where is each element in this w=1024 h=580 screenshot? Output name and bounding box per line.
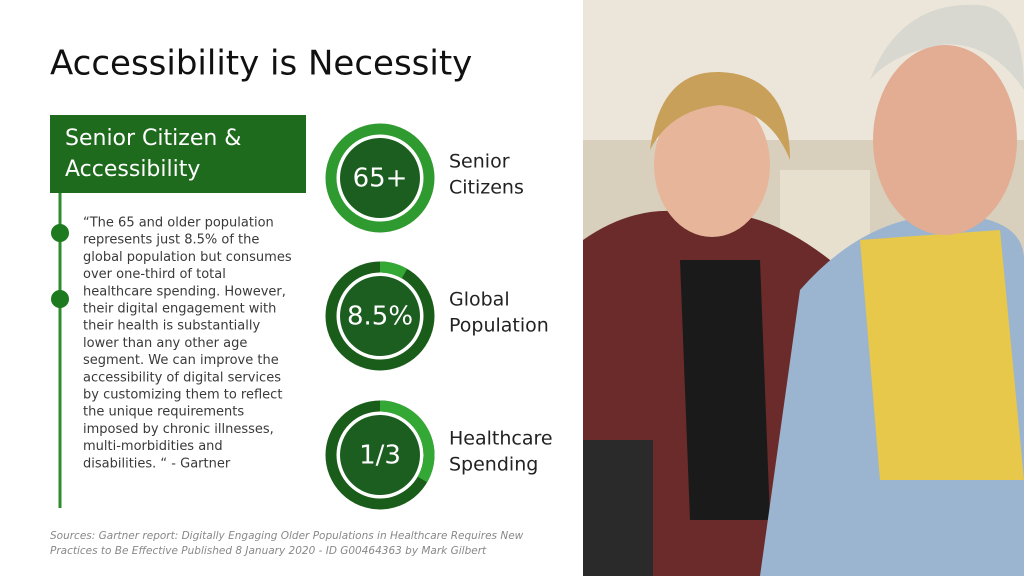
stat-value: 65+ xyxy=(353,164,408,194)
quote-line: their health is substantially xyxy=(83,319,260,334)
section-heading: Senior Citizen & xyxy=(65,126,241,151)
quote-line: the unique requirements xyxy=(83,405,244,420)
quote-line: by customizing them to reflect xyxy=(83,388,282,403)
ring-track xyxy=(325,123,435,233)
stat-label: Citizens xyxy=(449,177,524,199)
stat-value: 1/3 xyxy=(359,441,401,471)
quote-line: lower than any other age xyxy=(83,336,247,351)
source-line: Sources: Gartner report: Digitally Engag… xyxy=(50,530,524,542)
quote-line: “The 65 and older population xyxy=(83,216,274,231)
stat-label: Senior xyxy=(449,151,510,173)
quote-line: multi-morbidities and xyxy=(83,439,223,454)
section-box xyxy=(50,115,306,193)
quote-line: represents just 8.5% of the xyxy=(83,233,259,248)
ring-core xyxy=(340,138,420,218)
section-heading: Accessibility xyxy=(65,157,200,182)
stat-label: Spending xyxy=(449,454,538,476)
timeline-dot xyxy=(51,290,69,308)
photo xyxy=(583,0,1024,576)
ring-core xyxy=(340,276,420,356)
timeline-dot xyxy=(51,224,69,242)
title: Accessibility is Necessity xyxy=(50,44,472,84)
ring-arc xyxy=(379,261,408,279)
quote-line: accessibility of digital services xyxy=(83,370,281,385)
stat-value: 8.5% xyxy=(347,302,413,332)
quote-line: segment. We can improve the xyxy=(83,353,279,368)
stat-label: Global xyxy=(449,289,510,311)
quote: “The 65 and older population represents j… xyxy=(83,216,292,472)
stats: 65+ Senior Citizens 8.5% Global Population 1/3… xyxy=(325,123,553,510)
quote-line: global population but consumes xyxy=(83,250,292,265)
source-line: Practices to Be Effective Published 8 Ja… xyxy=(50,545,487,557)
quote-line: imposed by chronic illnesses, xyxy=(83,422,274,437)
quote-line: healthcare spending. However, xyxy=(83,284,286,299)
ring-core xyxy=(340,415,420,495)
quote-line: over one-third of total xyxy=(83,267,226,282)
quote-line: their digital engagement with xyxy=(83,302,276,317)
ring-arc xyxy=(379,400,435,483)
stat-label: Healthcare xyxy=(449,428,553,450)
quote-line: disabilities. “ - Gartner xyxy=(83,456,231,471)
stat-label: Population xyxy=(449,315,549,337)
